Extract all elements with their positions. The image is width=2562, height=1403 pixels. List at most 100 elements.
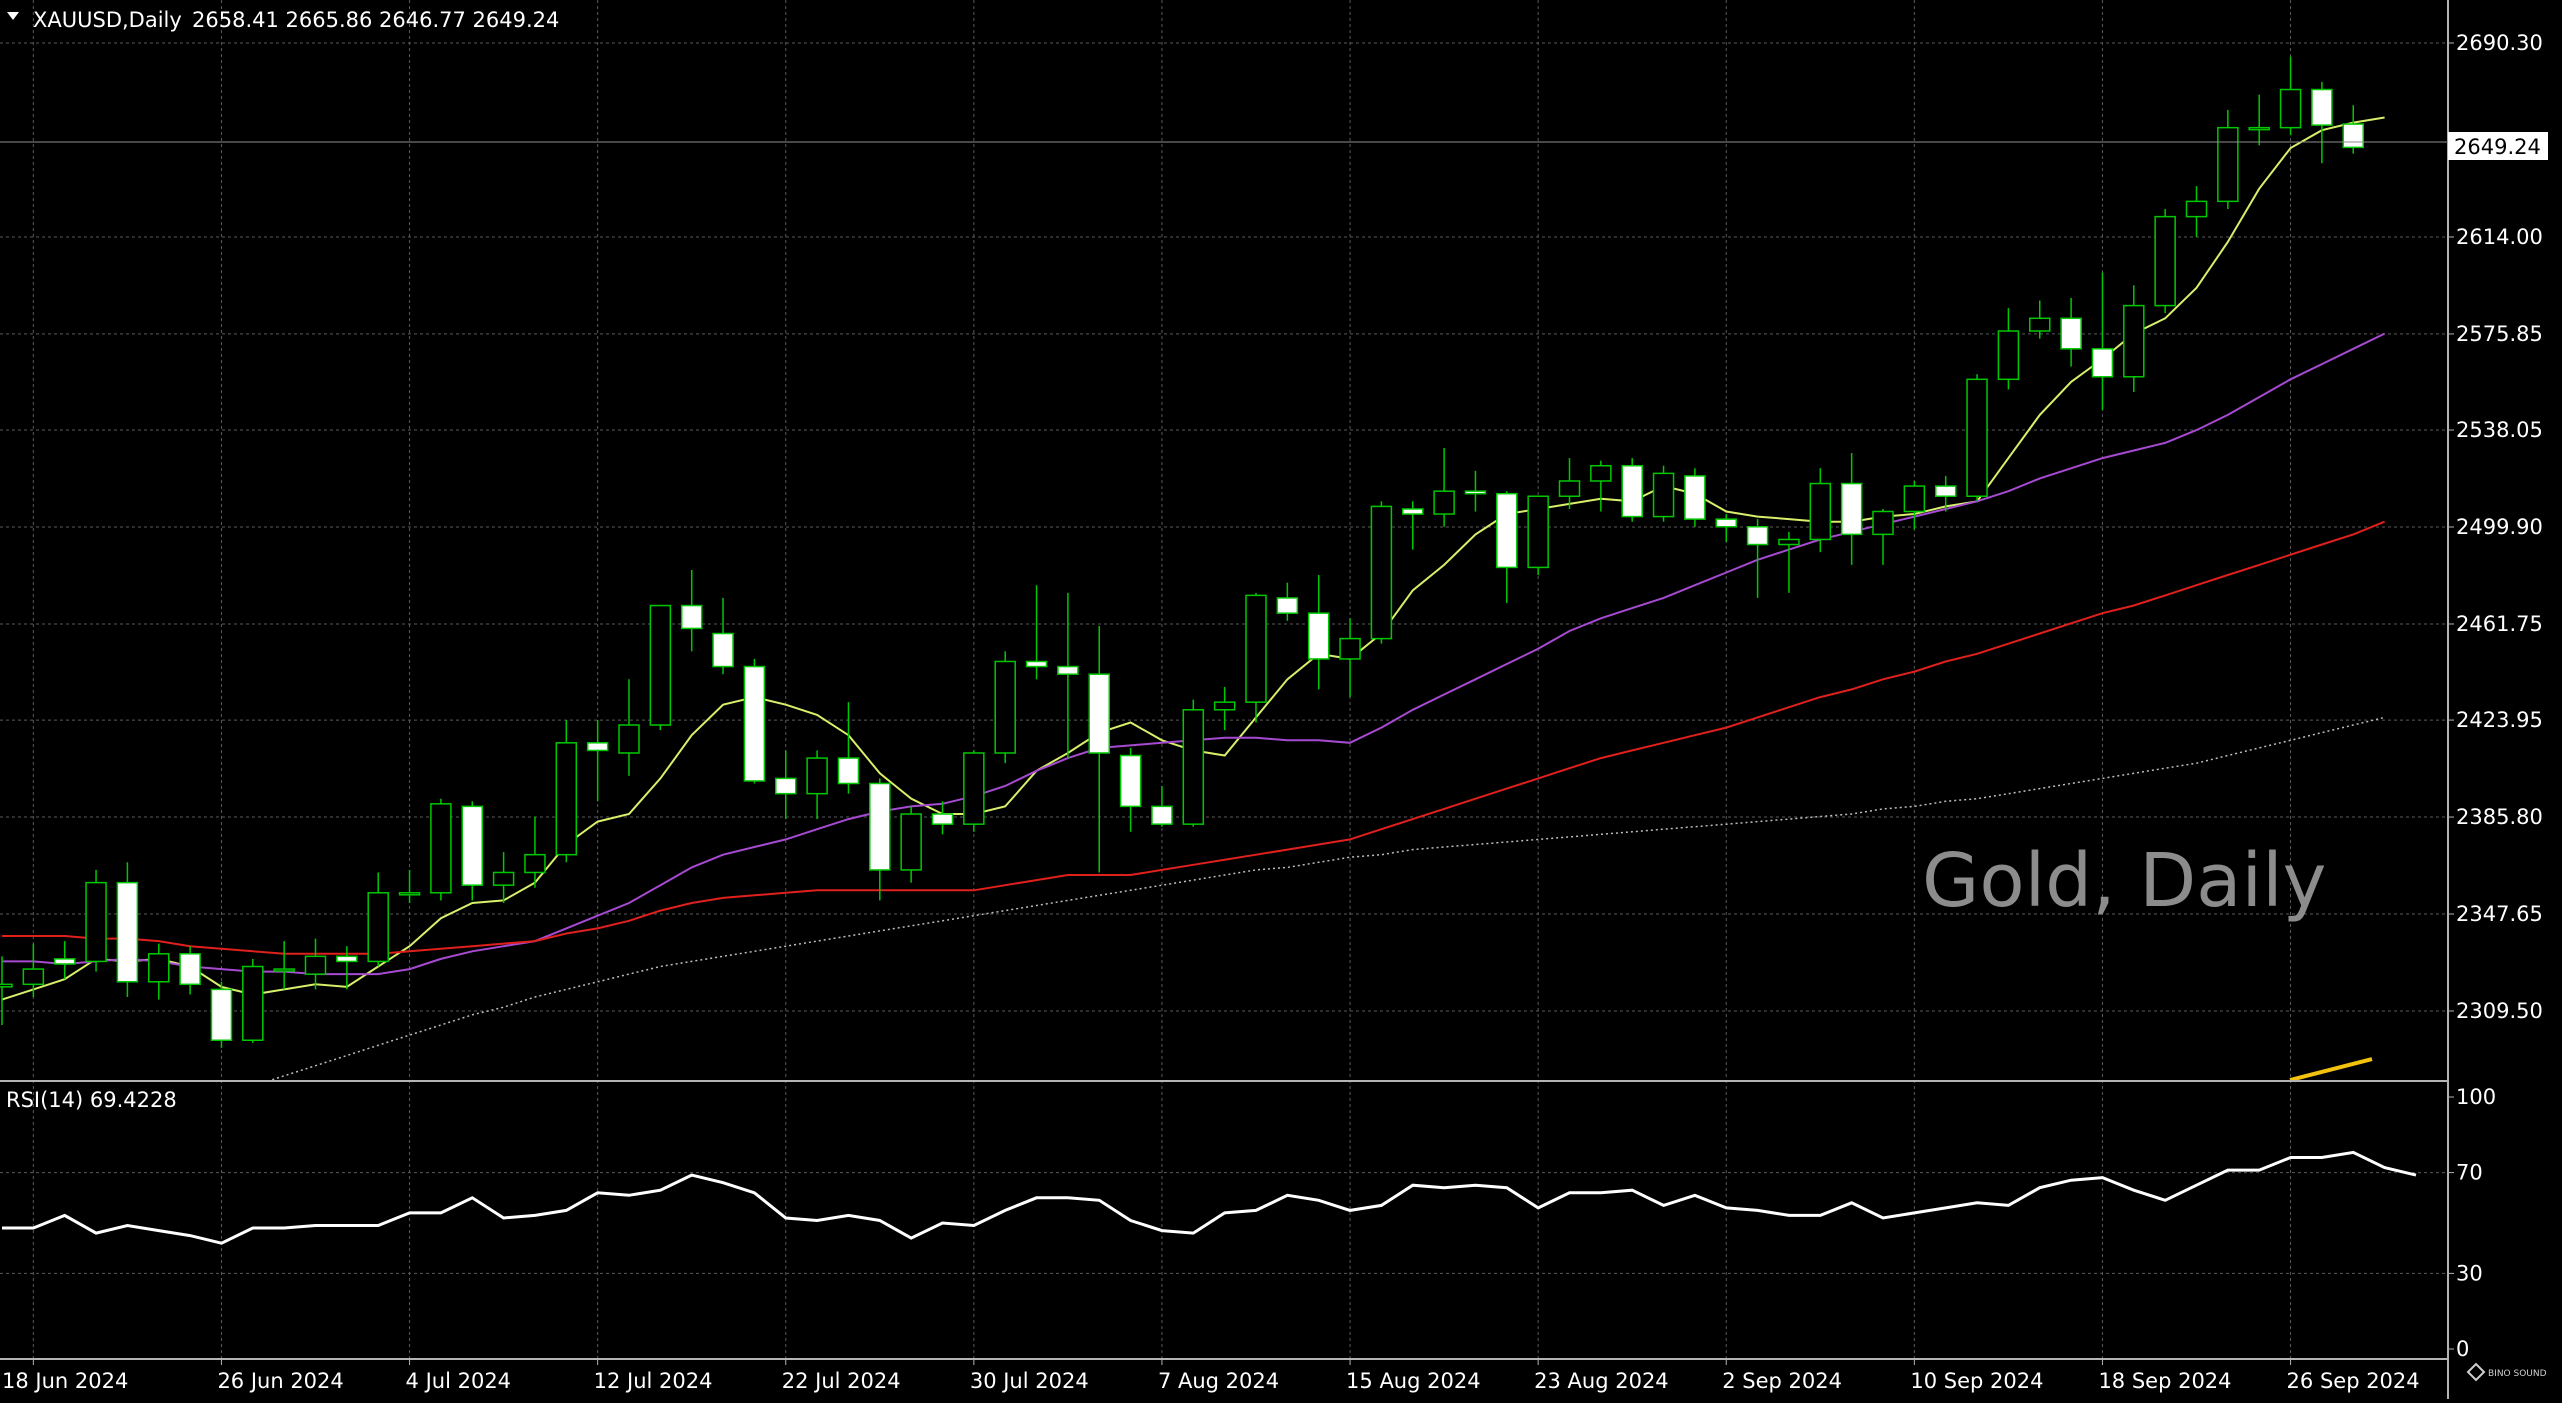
- candle-body-up: [242, 965, 264, 1041]
- price-tick-label: 2461.75: [2456, 612, 2543, 636]
- candle-body-down: [2091, 348, 2114, 378]
- candle-body-up: [2029, 317, 2051, 332]
- candle: [1433, 447, 1455, 527]
- symbol-label: XAUUSD,Daily: [33, 8, 182, 32]
- candle-body-up: [304, 955, 327, 975]
- time-tick-label: 26 Sep 2024: [2287, 1369, 2420, 1393]
- candle: [1339, 618, 1361, 698]
- candle-body-up: [1213, 701, 1236, 711]
- candle: [1527, 495, 1549, 576]
- candle-body-down: [1496, 492, 1518, 569]
- candle-body-down: [210, 988, 233, 1041]
- candle-body-down: [1684, 475, 1706, 520]
- candle-body-down: [1746, 525, 1769, 546]
- candle-body-up: [1590, 464, 1612, 482]
- price-tag: 2649.24: [2454, 135, 2541, 159]
- candle: [492, 852, 515, 903]
- candle-body-up: [994, 660, 1016, 754]
- candle: [618, 679, 640, 776]
- candle: [1088, 625, 1110, 873]
- candle-body-up: [1997, 330, 2020, 381]
- candle-body-down: [1402, 508, 1424, 515]
- candle: [242, 958, 264, 1043]
- brand-logo: BINO SOUND: [2466, 1362, 2547, 1382]
- rsi-tick-label: 0: [2456, 1337, 2469, 1361]
- candle: [806, 750, 828, 820]
- candle-body-up: [524, 853, 546, 874]
- candle-body-up: [398, 892, 421, 896]
- rsi-tick-label: 100: [2456, 1085, 2496, 1109]
- time-tick-label: 23 Aug 2024: [1534, 1369, 1669, 1393]
- candle-body-up: [1872, 510, 1894, 536]
- candle: [1245, 592, 1267, 723]
- candle: [524, 816, 546, 888]
- diamond-logo-icon: [2466, 1362, 2486, 1382]
- candle-body-up: [555, 742, 578, 856]
- candle-body-down: [116, 881, 139, 983]
- candle: [210, 981, 233, 1048]
- candle: [2091, 272, 2114, 410]
- candle-body-up: [1966, 378, 1988, 497]
- candle-body-up: [273, 968, 295, 972]
- candle: [179, 946, 201, 995]
- candle-body-up: [1527, 495, 1549, 569]
- candle-body-down: [1119, 754, 1142, 808]
- price-tick-label: 2309.50: [2456, 999, 2543, 1023]
- candle: [116, 862, 139, 998]
- candle: [2154, 208, 2176, 314]
- candle: [1370, 501, 1393, 644]
- candle: [1213, 686, 1236, 731]
- highlight-bar: [2289, 1057, 2373, 1082]
- candle: [586, 719, 609, 802]
- candle: [963, 750, 985, 832]
- time-tick-label: 15 Aug 2024: [1346, 1369, 1481, 1393]
- candle-body-down: [53, 958, 76, 965]
- candle: [1057, 592, 1079, 759]
- candle-body-down: [837, 757, 860, 785]
- candle: [1402, 501, 1424, 550]
- candle: [1715, 514, 1737, 542]
- time-tick-label: 26 Jun 2024: [217, 1369, 343, 1393]
- candle-body-up: [963, 752, 985, 825]
- candle: [837, 702, 860, 794]
- ma-slow-line: [2, 520, 2385, 955]
- candle: [1558, 458, 1581, 509]
- candle: [1025, 585, 1048, 680]
- price-tick-label: 2347.65: [2456, 902, 2543, 926]
- candle: [1872, 508, 1894, 565]
- candle: [85, 869, 107, 972]
- candle: [869, 778, 891, 901]
- candle: [22, 943, 45, 998]
- candle: [1840, 453, 1863, 565]
- candle-body-up: [1778, 538, 1800, 546]
- candle-body-down: [1276, 597, 1299, 614]
- candle-body-down: [2060, 317, 2082, 350]
- price-tick-label: 2690.30: [2456, 31, 2543, 55]
- candle-body-up: [1433, 490, 1455, 515]
- candle: [775, 750, 797, 820]
- candle: [461, 801, 483, 901]
- candle-body-down: [931, 813, 954, 825]
- candle: [1778, 531, 1800, 593]
- time-tick-label: 18 Jun 2024: [2, 1369, 128, 1393]
- candle: [1496, 491, 1518, 604]
- rsi-series: [2, 1150, 2417, 1245]
- candle: [2185, 186, 2208, 237]
- candle: [1182, 699, 1205, 827]
- candle: [273, 941, 295, 990]
- candle: [1966, 374, 1988, 502]
- rsi-tick-label: 70: [2456, 1161, 2483, 1185]
- candle: [2311, 81, 2333, 164]
- candle: [304, 938, 327, 990]
- candle: [398, 869, 421, 903]
- candlestick-series: [0, 56, 2364, 1048]
- candle-body-down: [1840, 482, 1863, 536]
- candle-body-down: [1025, 660, 1048, 668]
- candle-body-down: [775, 777, 797, 795]
- candle-body-up: [22, 968, 45, 986]
- candle-body-down: [2342, 123, 2364, 149]
- collapse-triangle-icon[interactable]: [7, 12, 19, 20]
- watermark-title: Gold, Daily: [1922, 838, 2326, 924]
- time-tick-label: 22 Jul 2024: [782, 1369, 901, 1393]
